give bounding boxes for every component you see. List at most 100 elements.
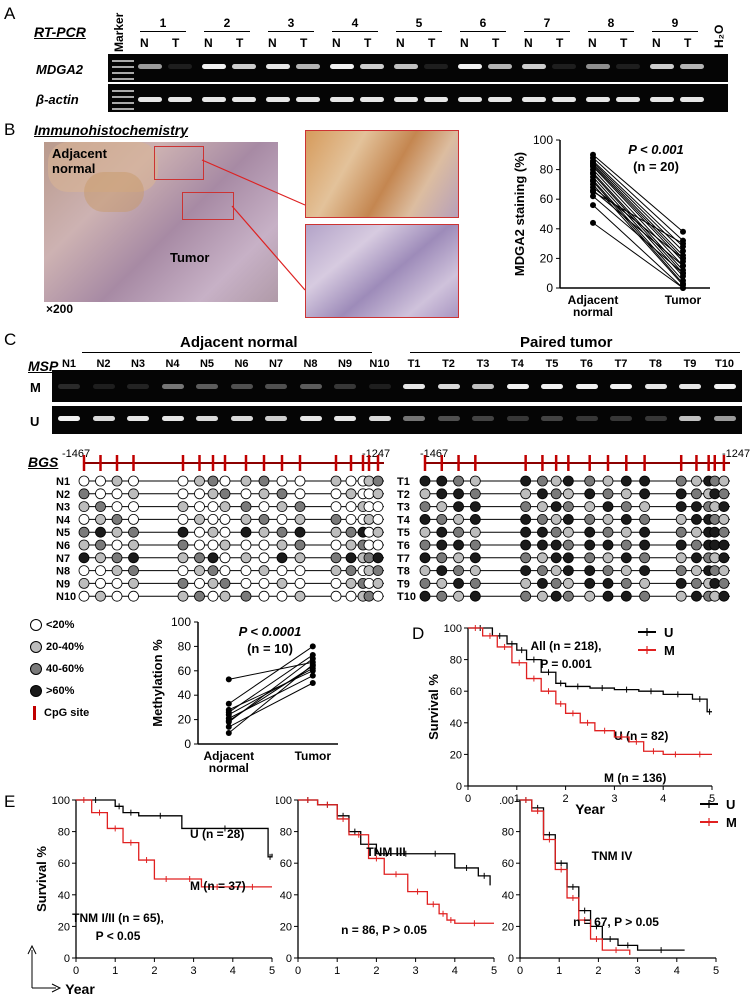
methylation-circle — [537, 565, 548, 576]
tnm3-survival-chart: 0 20 40 60 80 100 0 1 2 3 4 5 TNM III n = 86, P > 0.0… — [276, 795, 497, 977]
methylation-circle — [584, 565, 596, 576]
methylation-circle — [562, 475, 574, 487]
methylation-legend: <20% 20-40% 40-60% >60% CpG site — [30, 614, 89, 724]
methylation-circle — [363, 514, 375, 525]
legend-label: <20% — [46, 619, 75, 631]
methylation-circle — [258, 565, 270, 576]
y-tick-label: 80 — [178, 639, 192, 653]
methylation-circle — [111, 539, 123, 551]
x-tick-label: 2 — [595, 965, 601, 977]
methylation-circle — [276, 565, 288, 576]
bgs-row-label: T1 — [397, 476, 410, 488]
methylation-circle — [177, 577, 189, 589]
overall-survival-chart: 0 20 40 60 80 100 0 1 2 3 4 5 Survival % Year U (n = 8… — [428, 623, 715, 816]
msp-lane-label: N6 — [234, 358, 249, 370]
bgs-row-label: N3 — [56, 502, 70, 514]
bgs-row-label: N2 — [56, 489, 70, 501]
methylation-circle — [128, 552, 139, 564]
marker-band — [112, 90, 134, 92]
methylation-circle — [453, 552, 464, 564]
methylation-circle — [620, 501, 632, 512]
ihc-overview-image — [44, 142, 278, 302]
methylation-circle — [276, 526, 288, 538]
x-tick-label: 4 — [230, 965, 236, 977]
magnification-label: ×200 — [46, 302, 74, 316]
methylation-circle — [95, 526, 106, 538]
methylation-circle — [194, 488, 205, 500]
methylation-circle — [330, 526, 342, 538]
lane-number: 3 — [287, 16, 295, 30]
lane-number: 5 — [415, 16, 423, 30]
marker-band — [112, 72, 134, 74]
msp-m-band — [368, 384, 391, 389]
methylation-circle — [177, 475, 189, 487]
methylation-circle — [240, 565, 252, 576]
methylation-circle — [276, 577, 288, 589]
x-category-label: Tumor — [295, 749, 332, 763]
y-tick-label: 100 — [171, 615, 191, 629]
y-tick-label: 60 — [280, 858, 292, 870]
bgs-row-label: T6 — [397, 540, 410, 552]
inset-box-tumor — [182, 192, 234, 220]
data-point — [309, 655, 316, 662]
mdga2-band-t — [360, 64, 384, 69]
panel-label-e: E — [4, 792, 16, 811]
tnm12-survival-chart: 0 20 40 60 80 100 0 1 2 3 4 5 Survival % Year U (n = 2… — [27, 795, 275, 997]
pair-line — [592, 195, 684, 274]
methylation-circle — [258, 526, 270, 538]
methylation-circle — [219, 539, 231, 551]
methylation-circle — [602, 475, 614, 487]
methylation-circle — [675, 539, 687, 551]
methylation-circle — [584, 488, 596, 500]
paired-divider — [410, 352, 740, 353]
methylation-circle — [330, 539, 342, 551]
msp-lane-label: N8 — [303, 358, 318, 370]
chart-annotation: P < 0.05 — [96, 929, 141, 943]
methylation-circle — [550, 526, 562, 538]
methylation-circle — [78, 565, 90, 576]
methylation-circle — [562, 552, 574, 564]
row-m-label: M — [30, 380, 41, 395]
methylation-circle — [330, 590, 342, 602]
methylation-circle — [372, 590, 384, 602]
methylation-circle — [639, 539, 650, 551]
methylation-circle — [240, 526, 252, 538]
lane-number: 6 — [479, 16, 487, 30]
methylation-circle — [294, 565, 306, 576]
pair-line — [592, 163, 684, 256]
mdga2-band-n — [650, 64, 674, 69]
msp-m-band — [196, 384, 218, 389]
methylation-circle — [207, 539, 219, 551]
methylation-circle — [639, 590, 650, 602]
methylation-circle — [363, 488, 375, 500]
msp-m-band — [644, 384, 667, 389]
actin-band-t — [424, 97, 448, 102]
y-tick-label: 40 — [178, 688, 192, 702]
bgs-row-label: N10 — [56, 591, 76, 603]
km-curve-m — [520, 799, 631, 955]
methylation-circle — [436, 577, 448, 589]
methylation-circle — [111, 526, 123, 538]
methylation-circle — [436, 539, 448, 551]
lane-underline — [524, 31, 570, 32]
km-curve-u — [298, 799, 491, 886]
bgs-title: BGS — [28, 454, 59, 470]
methylation-circle — [177, 514, 189, 525]
methylation-circle — [537, 539, 548, 551]
methylation-circle — [718, 590, 730, 602]
methylation-circle — [436, 475, 448, 487]
methylation-circle — [372, 514, 384, 525]
lane-n-label: N — [268, 36, 277, 50]
methylation-circle — [562, 539, 574, 551]
methylation-circle — [95, 577, 106, 589]
msp-m-band — [506, 384, 529, 389]
x-tick-label: 1 — [112, 965, 118, 977]
methylation-circle — [276, 590, 288, 602]
pair-line — [592, 186, 684, 259]
y-tick-label: 80 — [450, 655, 462, 667]
chart-annotation: n = 86, P > 0.05 — [341, 923, 427, 937]
methylation-circle — [363, 539, 375, 551]
msp-lane-label: T6 — [580, 358, 593, 370]
methylation-circle — [240, 514, 252, 525]
x-tick-label: 3 — [413, 965, 419, 977]
